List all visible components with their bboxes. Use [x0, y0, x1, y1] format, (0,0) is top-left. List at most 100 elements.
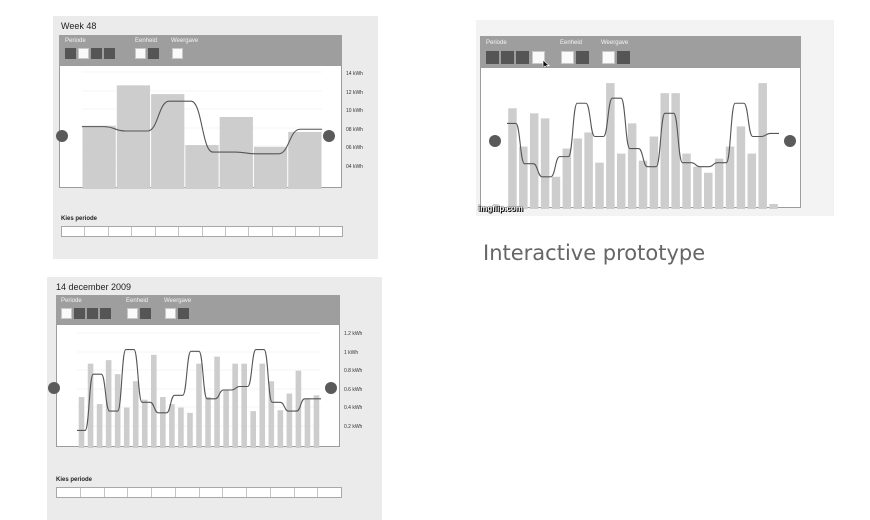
bar	[638, 160, 648, 209]
eenheid-label: Eenheid	[560, 40, 583, 46]
bar	[250, 411, 257, 448]
period-dark-option[interactable]	[87, 308, 98, 319]
bar	[223, 390, 229, 448]
bar	[205, 397, 211, 448]
bar	[232, 363, 238, 448]
y-axis-label: 08 kWh	[346, 127, 363, 133]
period-selector[interactable]	[56, 487, 342, 498]
unit-dark-option[interactable]	[140, 308, 151, 319]
bar	[132, 381, 139, 448]
bar	[573, 138, 582, 209]
prototype-caption: Interactive prototype	[483, 241, 706, 265]
bar	[671, 93, 680, 209]
period-light-option[interactable]	[61, 308, 72, 319]
unit-light-option[interactable]	[127, 308, 138, 319]
bar	[725, 146, 735, 209]
y-axis-label: 04 kWh	[346, 164, 363, 170]
view-light-option[interactable]	[165, 308, 176, 319]
period-dark-option[interactable]	[486, 51, 499, 64]
y-axis-label: 10 kWh	[346, 108, 363, 114]
eenheid-label: Eenheid	[135, 38, 158, 44]
bar	[277, 410, 284, 448]
unit-light-option[interactable]	[135, 48, 146, 59]
bar	[105, 360, 112, 448]
chart-toolbar: Periode Eenheid Weergave	[59, 35, 342, 65]
view-light-option[interactable]	[602, 51, 615, 64]
week-chart-svg	[56, 71, 335, 189]
bar	[649, 136, 659, 209]
day-wireframe-panel: 14 december 2009 Periode Eenheid Weergav…	[47, 277, 382, 520]
bar	[123, 407, 130, 448]
y-axis-label: 1 kWh	[344, 350, 359, 356]
week-wireframe-panel: Week 48 Periode Eenheid Weergave 14 kWh …	[53, 16, 378, 259]
unit-dark-option[interactable]	[148, 48, 159, 59]
periode-label: Periode	[65, 38, 86, 44]
weergave-label: Weergave	[164, 298, 192, 304]
period-dark-option[interactable]	[501, 51, 514, 64]
y-axis-label: 06 kWh	[346, 145, 363, 151]
bar	[169, 404, 175, 448]
period-selector[interactable]	[61, 226, 343, 237]
y-axis-label: 12 kWh	[346, 90, 363, 96]
bar	[288, 131, 322, 189]
range-handle-right[interactable]	[323, 130, 335, 142]
bar	[595, 162, 604, 209]
prototype-chart	[480, 67, 801, 209]
range-handle-left[interactable]	[489, 135, 501, 147]
bar	[540, 118, 550, 209]
range-handle-left[interactable]	[48, 382, 60, 394]
bar	[313, 395, 320, 448]
bar	[82, 125, 116, 189]
bar	[562, 148, 572, 209]
range-handle-right[interactable]	[325, 382, 337, 394]
period-dark-option[interactable]	[516, 51, 529, 64]
bar	[606, 83, 615, 209]
eenheid-label: Eenheid	[126, 298, 149, 304]
prototype-chart-svg	[489, 83, 796, 209]
range-handle-left[interactable]	[56, 130, 68, 142]
period-dark-option[interactable]	[74, 308, 85, 319]
bar	[141, 399, 148, 448]
period-dark-option[interactable]	[104, 48, 115, 59]
y-axis-label: 1.2 kWh	[344, 331, 363, 337]
period-light-option[interactable]	[78, 48, 89, 59]
bar	[87, 363, 94, 448]
bar	[551, 176, 561, 209]
bar	[78, 397, 85, 448]
period-light-option[interactable]	[532, 51, 545, 64]
bar	[196, 363, 202, 448]
day-chart	[48, 324, 340, 448]
bar	[268, 381, 275, 448]
bar	[96, 404, 103, 448]
bar	[617, 153, 626, 209]
bar	[769, 203, 778, 209]
bar	[627, 123, 637, 209]
panel-title: Week 48	[61, 21, 97, 31]
bar	[736, 126, 746, 209]
unit-light-option[interactable]	[561, 51, 574, 64]
view-dark-option[interactable]	[178, 308, 189, 319]
period-dark-option[interactable]	[91, 48, 102, 59]
y-axis-label: 0.8 kWh	[344, 368, 363, 374]
series-line	[76, 349, 321, 431]
bar	[286, 393, 293, 448]
periode-label: Periode	[486, 40, 507, 46]
bar	[178, 407, 184, 448]
series-line	[81, 100, 322, 155]
day-chart-svg	[48, 332, 337, 448]
weergave-label: Weergave	[171, 38, 199, 44]
view-dark-option[interactable]	[617, 51, 630, 64]
bar	[259, 363, 266, 448]
y-axis-label: 0.6 kWh	[344, 387, 363, 393]
weergave-label: Weergave	[601, 40, 629, 46]
bar	[758, 83, 767, 209]
unit-dark-option[interactable]	[576, 51, 589, 64]
bar	[529, 113, 539, 209]
chart-toolbar: Periode Eenheid Weergave	[56, 295, 340, 324]
bar	[241, 363, 247, 448]
period-dark-option[interactable]	[65, 48, 76, 59]
view-light-option[interactable]	[172, 48, 183, 59]
period-dark-option[interactable]	[100, 308, 111, 319]
range-handle-right[interactable]	[784, 135, 796, 147]
bar	[747, 153, 757, 209]
